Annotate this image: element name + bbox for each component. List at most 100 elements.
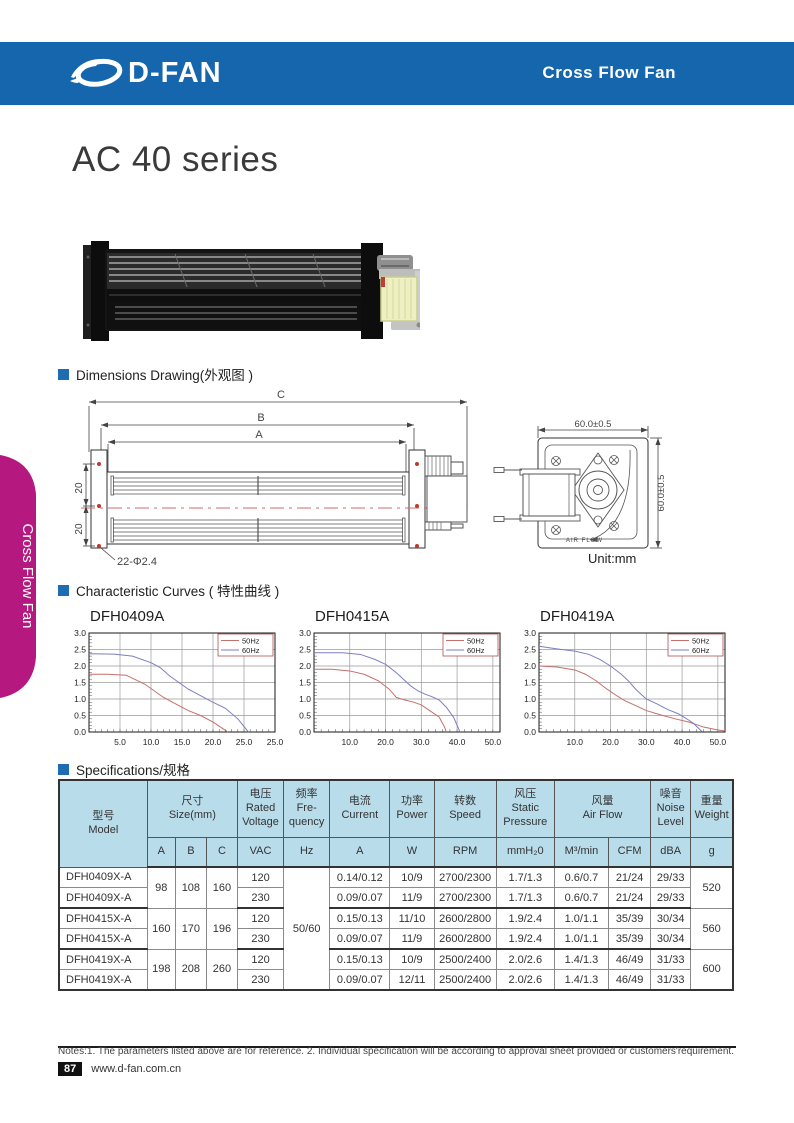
section-curves: Characteristic Curves ( 特性曲线 ) (58, 580, 279, 600)
page-title: AC 40 series (72, 140, 279, 179)
spec-cell-speed: 2700/2300 (433, 866, 497, 888)
chart-plot: 0.0 0.5 1.0 1.5 2.0 2.5 3.0 10.0 20.0 30.0 40.0 50.… (524, 628, 726, 747)
spec-cell-speed: 2600/2800 (433, 928, 497, 950)
svg-text:2.5: 2.5 (299, 645, 311, 655)
spec-cell-frequency: 50/60 (283, 866, 331, 991)
spec-cell-model: DFH0415X-A (58, 907, 148, 929)
svg-text:3.0: 3.0 (299, 628, 311, 638)
svg-text:2.5: 2.5 (524, 645, 536, 655)
table-row: DFH0415X-A 160 170 196 120 0.15/0.13 11/10 2600… (58, 907, 734, 950)
chart-title: DFH0419A (540, 608, 615, 625)
spec-cell-size: 170 (174, 907, 207, 950)
spec-table: 型号 Model 尺寸 Size(mm) 电压 Rated Voltage 频率 Fr… (58, 779, 734, 991)
spec-cell-current: 0.09/0.07 (329, 887, 391, 909)
spec-cell-pressure: 1.7/1.3 (495, 887, 555, 909)
table-row: DFH0409X-A 230 0.09/0.07 11/9 2700/2300 1.7/1… (58, 887, 733, 909)
spec-col-header: 频率 Fre- quency (283, 779, 331, 838)
spec-cell-weight: 560 (690, 907, 734, 950)
spec-col-subheader: CFM (608, 837, 652, 868)
svg-text:10.0: 10.0 (143, 737, 160, 747)
chart-plot: 0.0 0.5 1.0 1.5 2.0 2.5 3.0 5.0 10.0 15.0 20.0 25.0… (74, 628, 283, 747)
spec-cell-model: DFH0419X-A (58, 969, 148, 991)
spec-col-subheader: g (690, 837, 734, 868)
spec-cell-model: DFH0409X-A (58, 887, 148, 909)
spec-col-header: 尺寸 Size(mm) (146, 779, 238, 838)
chart-plot: 0.0 0.5 1.0 1.5 2.0 2.5 3.0 10.0 20.0 30.0 40.0 50.… (299, 628, 501, 747)
sidebar-tab-shape (0, 455, 36, 698)
spec-col-header: 风量 Air Flow (553, 779, 652, 838)
spec-cell-power: 12/11 (389, 969, 435, 991)
svg-text:60Hz: 60Hz (692, 646, 710, 655)
spec-col-header: 型号 Model (58, 779, 148, 868)
holes-callout-label: 22-Φ2.4 (117, 556, 157, 568)
spec-cell-dba: 29/33 (650, 887, 692, 909)
dim-a-label: A (255, 429, 263, 441)
svg-text:10.0: 10.0 (341, 737, 358, 747)
svg-text:20.0: 20.0 (205, 737, 222, 747)
spec-cell-cfm: 46/49 (608, 948, 652, 970)
spec-cell-vac: 120 (236, 948, 285, 970)
spec-cell-speed: 2700/2300 (433, 887, 497, 909)
chart-title: DFH0409A (90, 608, 165, 625)
dim-20-bottom-label: 20 (75, 523, 85, 535)
spec-cell-speed: 2500/2400 (433, 969, 497, 991)
spec-cell-dba: 30/34 (650, 928, 692, 950)
spec-col-subheader: C (205, 837, 238, 868)
section-bullet-icon (58, 763, 69, 775)
svg-text:50Hz: 50Hz (242, 636, 260, 645)
spec-cell-cfm: 21/24 (608, 866, 652, 888)
svg-text:0.0: 0.0 (524, 727, 536, 737)
spec-cell-cfm: 35/39 (608, 907, 652, 929)
product-photo (75, 233, 425, 345)
spec-cell-power: 11/10 (389, 907, 435, 929)
table-row: DFH0419X-A 198 208 260 120 0.15/0.13 10/9 2500/… (58, 948, 734, 991)
spec-table-wrap: 型号 Model 尺寸 Size(mm) 电压 Rated Voltage 频率 Fr… (58, 779, 736, 991)
spec-cell-m3min: 1.0/1.1 (553, 907, 610, 929)
website-link[interactable]: www.d-fan.com.cn (91, 1063, 182, 1075)
svg-text:30.0: 30.0 (413, 737, 430, 747)
spec-col-subheader: RPM (433, 837, 497, 868)
dim-20-top-label: 20 (75, 482, 85, 494)
svg-text:0.0: 0.0 (74, 727, 86, 737)
header-product-line: Cross Flow Fan (542, 63, 676, 82)
spec-cell-size: 160 (146, 907, 176, 950)
footer-line: 87 www.d-fan.com.cn (58, 1062, 181, 1076)
footer-notes: Notes:1. The parameters listed above are… (58, 1046, 734, 1057)
spec-cell-current: 0.14/0.12 (329, 866, 391, 888)
spec-cell-m3min: 0.6/0.7 (553, 887, 610, 909)
spec-col-header: 转数 Speed (433, 779, 497, 838)
spec-cell-current: 0.09/0.07 (329, 969, 391, 991)
spec-cell-speed: 2500/2400 (433, 948, 497, 970)
svg-text:0.5: 0.5 (524, 711, 536, 721)
svg-text:1.0: 1.0 (299, 694, 311, 704)
svg-text:3.0: 3.0 (74, 628, 86, 638)
spec-col-header: 风压 Static Pressure (495, 779, 555, 838)
spec-cell-vac: 230 (236, 969, 285, 991)
spec-cell-current: 0.09/0.07 (329, 928, 391, 950)
spec-cell-current: 0.15/0.13 (329, 948, 391, 970)
spec-col-subheader: A (146, 837, 176, 868)
air-flow-label: AIR FLOW (566, 538, 603, 544)
svg-text:0.5: 0.5 (74, 711, 86, 721)
spec-col-subheader: W (389, 837, 435, 868)
svg-text:2.0: 2.0 (74, 661, 86, 671)
section-dimensions-label: Dimensions Drawing(外观图 ) (76, 368, 254, 383)
spec-cell-model: DFH0419X-A (58, 948, 148, 970)
svg-text:1.5: 1.5 (299, 678, 311, 688)
svg-text:3.0: 3.0 (524, 628, 536, 638)
spec-cell-power: 11/9 (389, 887, 435, 909)
spec-cell-size: 198 (146, 948, 176, 991)
section-specs: Specifications/规格 (58, 759, 190, 779)
spec-col-subheader: M³/min (553, 837, 610, 868)
spec-col-header: 噪音 Noise Level (650, 779, 692, 838)
spec-cell-cfm: 35/39 (608, 928, 652, 950)
spec-cell-m3min: 1.0/1.1 (553, 928, 610, 950)
spec-cell-m3min: 0.6/0.7 (553, 866, 610, 888)
svg-text:1.0: 1.0 (74, 694, 86, 704)
spec-cell-speed: 2600/2800 (433, 907, 497, 929)
svg-text:0.0: 0.0 (299, 727, 311, 737)
spec-cell-current: 0.15/0.13 (329, 907, 391, 929)
cross-flow-fan-image (83, 241, 425, 341)
spec-cell-pressure: 2.0/2.6 (495, 969, 555, 991)
